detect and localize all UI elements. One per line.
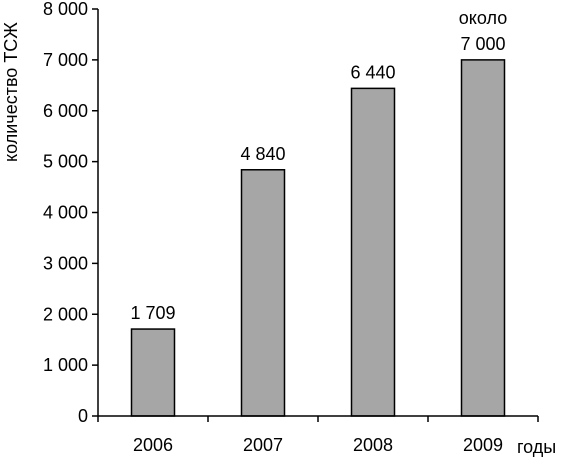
x-tick-label-2006: 2006 bbox=[133, 435, 173, 455]
data-label-2009: около bbox=[459, 8, 507, 28]
x-axis-tick-labels: 2006 2007 2008 2009 bbox=[133, 435, 503, 455]
bar-2009 bbox=[460, 59, 506, 417]
x-axis-title: годы bbox=[517, 437, 556, 457]
bar-2006 bbox=[130, 328, 176, 417]
y-tick-label: 6 000 bbox=[43, 101, 88, 121]
data-labels: 1 709 4 840 6 440 около 7 000 bbox=[130, 8, 507, 323]
x-axis-ticks bbox=[97, 416, 539, 422]
y-axis-tick-labels: 0 1 000 2 000 3 000 4 000 5 000 6 000 7 000 8 00… bbox=[43, 0, 88, 426]
x-tick-label-2009: 2009 bbox=[463, 435, 503, 455]
y-axis-ticks bbox=[92, 8, 98, 417]
y-tick-label: 4 000 bbox=[43, 203, 88, 223]
y-tick-label: 2 000 bbox=[43, 304, 88, 324]
y-tick-label: 1 000 bbox=[43, 355, 88, 375]
data-label-2008: 6 440 bbox=[350, 62, 395, 82]
y-tick-label: 5 000 bbox=[43, 152, 88, 172]
y-tick-label: 7 000 bbox=[43, 50, 88, 70]
y-tick-label: 3 000 bbox=[43, 253, 88, 273]
data-label-2006: 1 709 bbox=[130, 303, 175, 323]
y-tick-label: 8 000 bbox=[43, 0, 88, 19]
x-tick-label-2007: 2007 bbox=[243, 435, 283, 455]
bars bbox=[130, 59, 506, 417]
x-tick-label-2008: 2008 bbox=[353, 435, 393, 455]
bar-2008 bbox=[350, 87, 396, 417]
data-label-2009: 7 000 bbox=[460, 34, 505, 54]
data-label-2007: 4 840 bbox=[240, 144, 285, 164]
bar-2007 bbox=[240, 169, 286, 417]
y-tick-label: 0 bbox=[78, 406, 88, 426]
y-axis-title: количество ТСЖ bbox=[1, 22, 21, 162]
